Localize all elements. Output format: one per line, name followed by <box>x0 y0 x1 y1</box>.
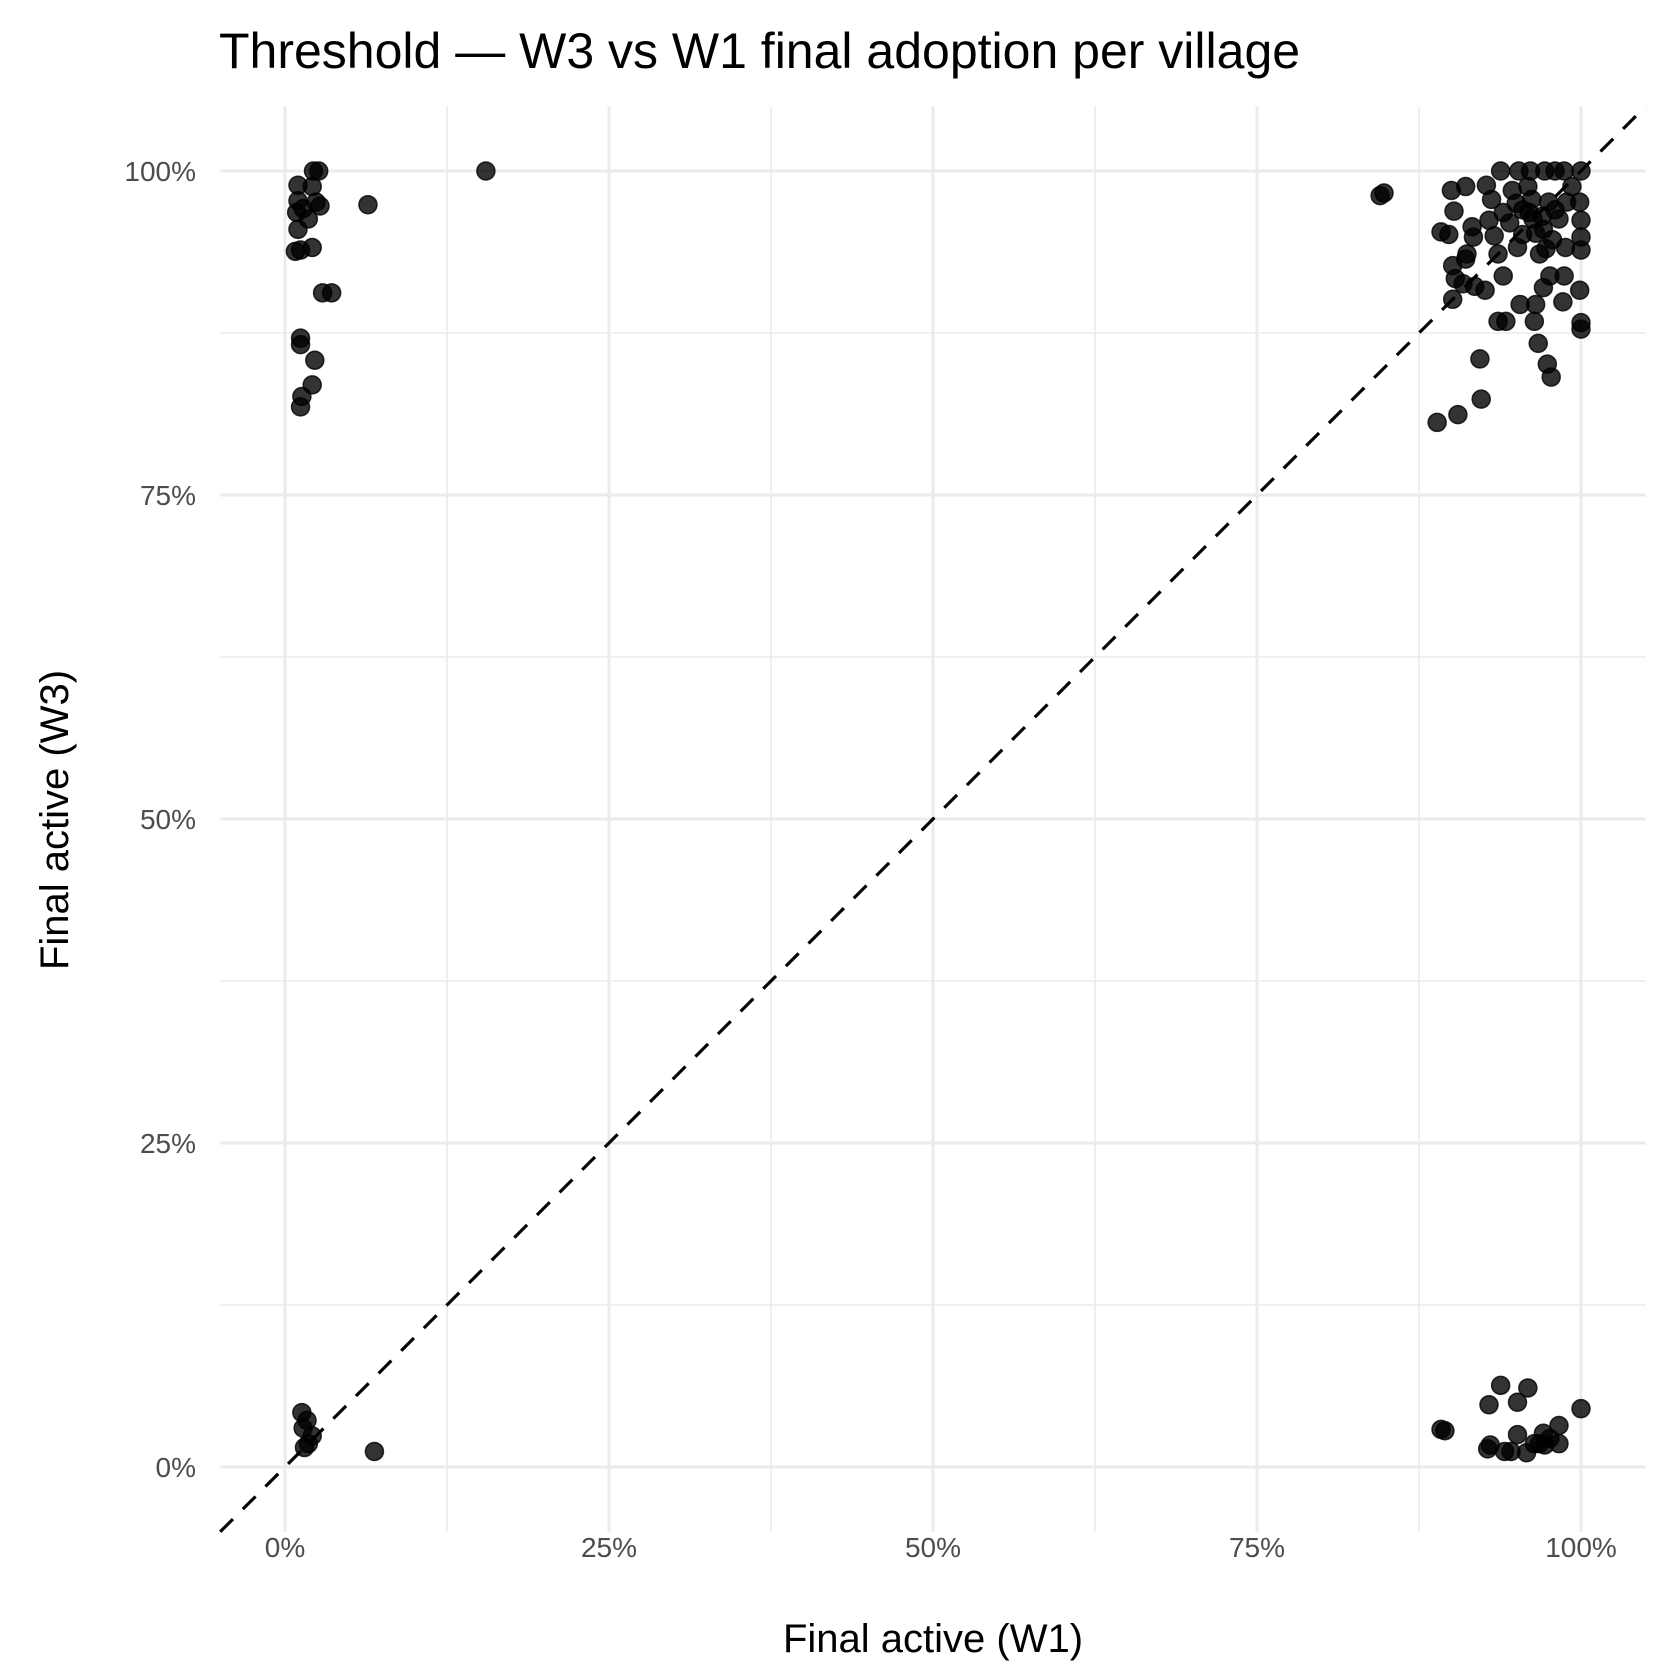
data-point <box>1533 277 1554 298</box>
data-point <box>293 198 313 219</box>
y-tick-label: 100% <box>124 156 196 187</box>
data-point <box>1553 292 1573 312</box>
data-point <box>305 350 325 370</box>
y-axis-ticks: 0% 25% 50% 75% 100% <box>124 156 196 1483</box>
data-point <box>1439 224 1459 245</box>
data-point <box>290 397 311 417</box>
data-point <box>1549 1415 1569 1436</box>
data-point <box>1490 161 1511 181</box>
data-point <box>1522 189 1542 210</box>
data-point <box>1529 1433 1550 1454</box>
points <box>285 161 1591 1463</box>
x-tick-label: 75% <box>1229 1532 1285 1563</box>
data-point <box>1427 412 1447 433</box>
data-point <box>1524 311 1545 332</box>
data-point <box>302 237 322 258</box>
y-tick-label: 25% <box>140 1128 196 1159</box>
identity-reference-line <box>219 105 1647 1533</box>
x-tick-label: 100% <box>1545 1532 1617 1563</box>
x-axis-title: Final active (W1) <box>783 1617 1083 1661</box>
data-point <box>1442 289 1463 310</box>
data-point <box>1518 1378 1538 1398</box>
x-tick-label: 50% <box>905 1532 961 1563</box>
grid <box>220 106 1646 1532</box>
data-point <box>1374 183 1394 203</box>
data-point <box>1549 1433 1569 1454</box>
data-point <box>1448 404 1468 425</box>
data-point <box>1545 200 1565 220</box>
data-point <box>1536 239 1556 259</box>
data-point <box>1525 223 1546 243</box>
data-point <box>290 334 311 355</box>
data-point <box>1571 161 1591 181</box>
data-point <box>364 1441 385 1462</box>
data-point <box>1496 311 1516 332</box>
y-tick-label: 50% <box>140 804 196 835</box>
data-point <box>1435 1420 1455 1441</box>
data-point <box>1528 333 1548 354</box>
x-tick-label: 25% <box>581 1532 637 1563</box>
chart-title: Threshold — W3 vs W1 final adoption per … <box>219 23 1300 79</box>
data-point <box>1569 280 1590 300</box>
x-tick-label: 0% <box>265 1532 305 1563</box>
data-point <box>358 194 378 215</box>
data-point <box>321 283 342 303</box>
data-point <box>1493 266 1513 286</box>
data-point <box>1541 367 1561 387</box>
data-point <box>1477 1439 1498 1459</box>
data-point <box>476 161 496 181</box>
data-point <box>1493 202 1513 223</box>
data-point <box>1481 189 1502 210</box>
data-point <box>1571 1398 1591 1419</box>
data-point <box>1507 237 1528 258</box>
data-point <box>1455 176 1476 197</box>
data-point <box>1562 176 1582 197</box>
data-point <box>1479 1395 1499 1415</box>
data-point <box>1507 1424 1528 1445</box>
data-point <box>298 1433 319 1454</box>
data-point <box>1507 1392 1528 1412</box>
data-point <box>1571 210 1591 230</box>
data-point <box>1475 280 1495 300</box>
y-tick-label: 75% <box>140 480 196 511</box>
data-point <box>1444 201 1464 221</box>
data-point <box>1488 244 1508 264</box>
data-point <box>1463 227 1484 247</box>
x-axis-ticks: 0% 25% 50% 75% 100% <box>265 1532 1617 1563</box>
data-point <box>1490 1375 1511 1396</box>
data-point <box>1525 294 1546 315</box>
data-point <box>1571 319 1591 339</box>
data-point <box>1470 349 1490 369</box>
y-tick-label: 0% <box>156 1452 196 1483</box>
data-point <box>1554 266 1574 286</box>
data-point <box>1471 389 1491 409</box>
y-axis-title: Final active (W3) <box>33 670 77 970</box>
